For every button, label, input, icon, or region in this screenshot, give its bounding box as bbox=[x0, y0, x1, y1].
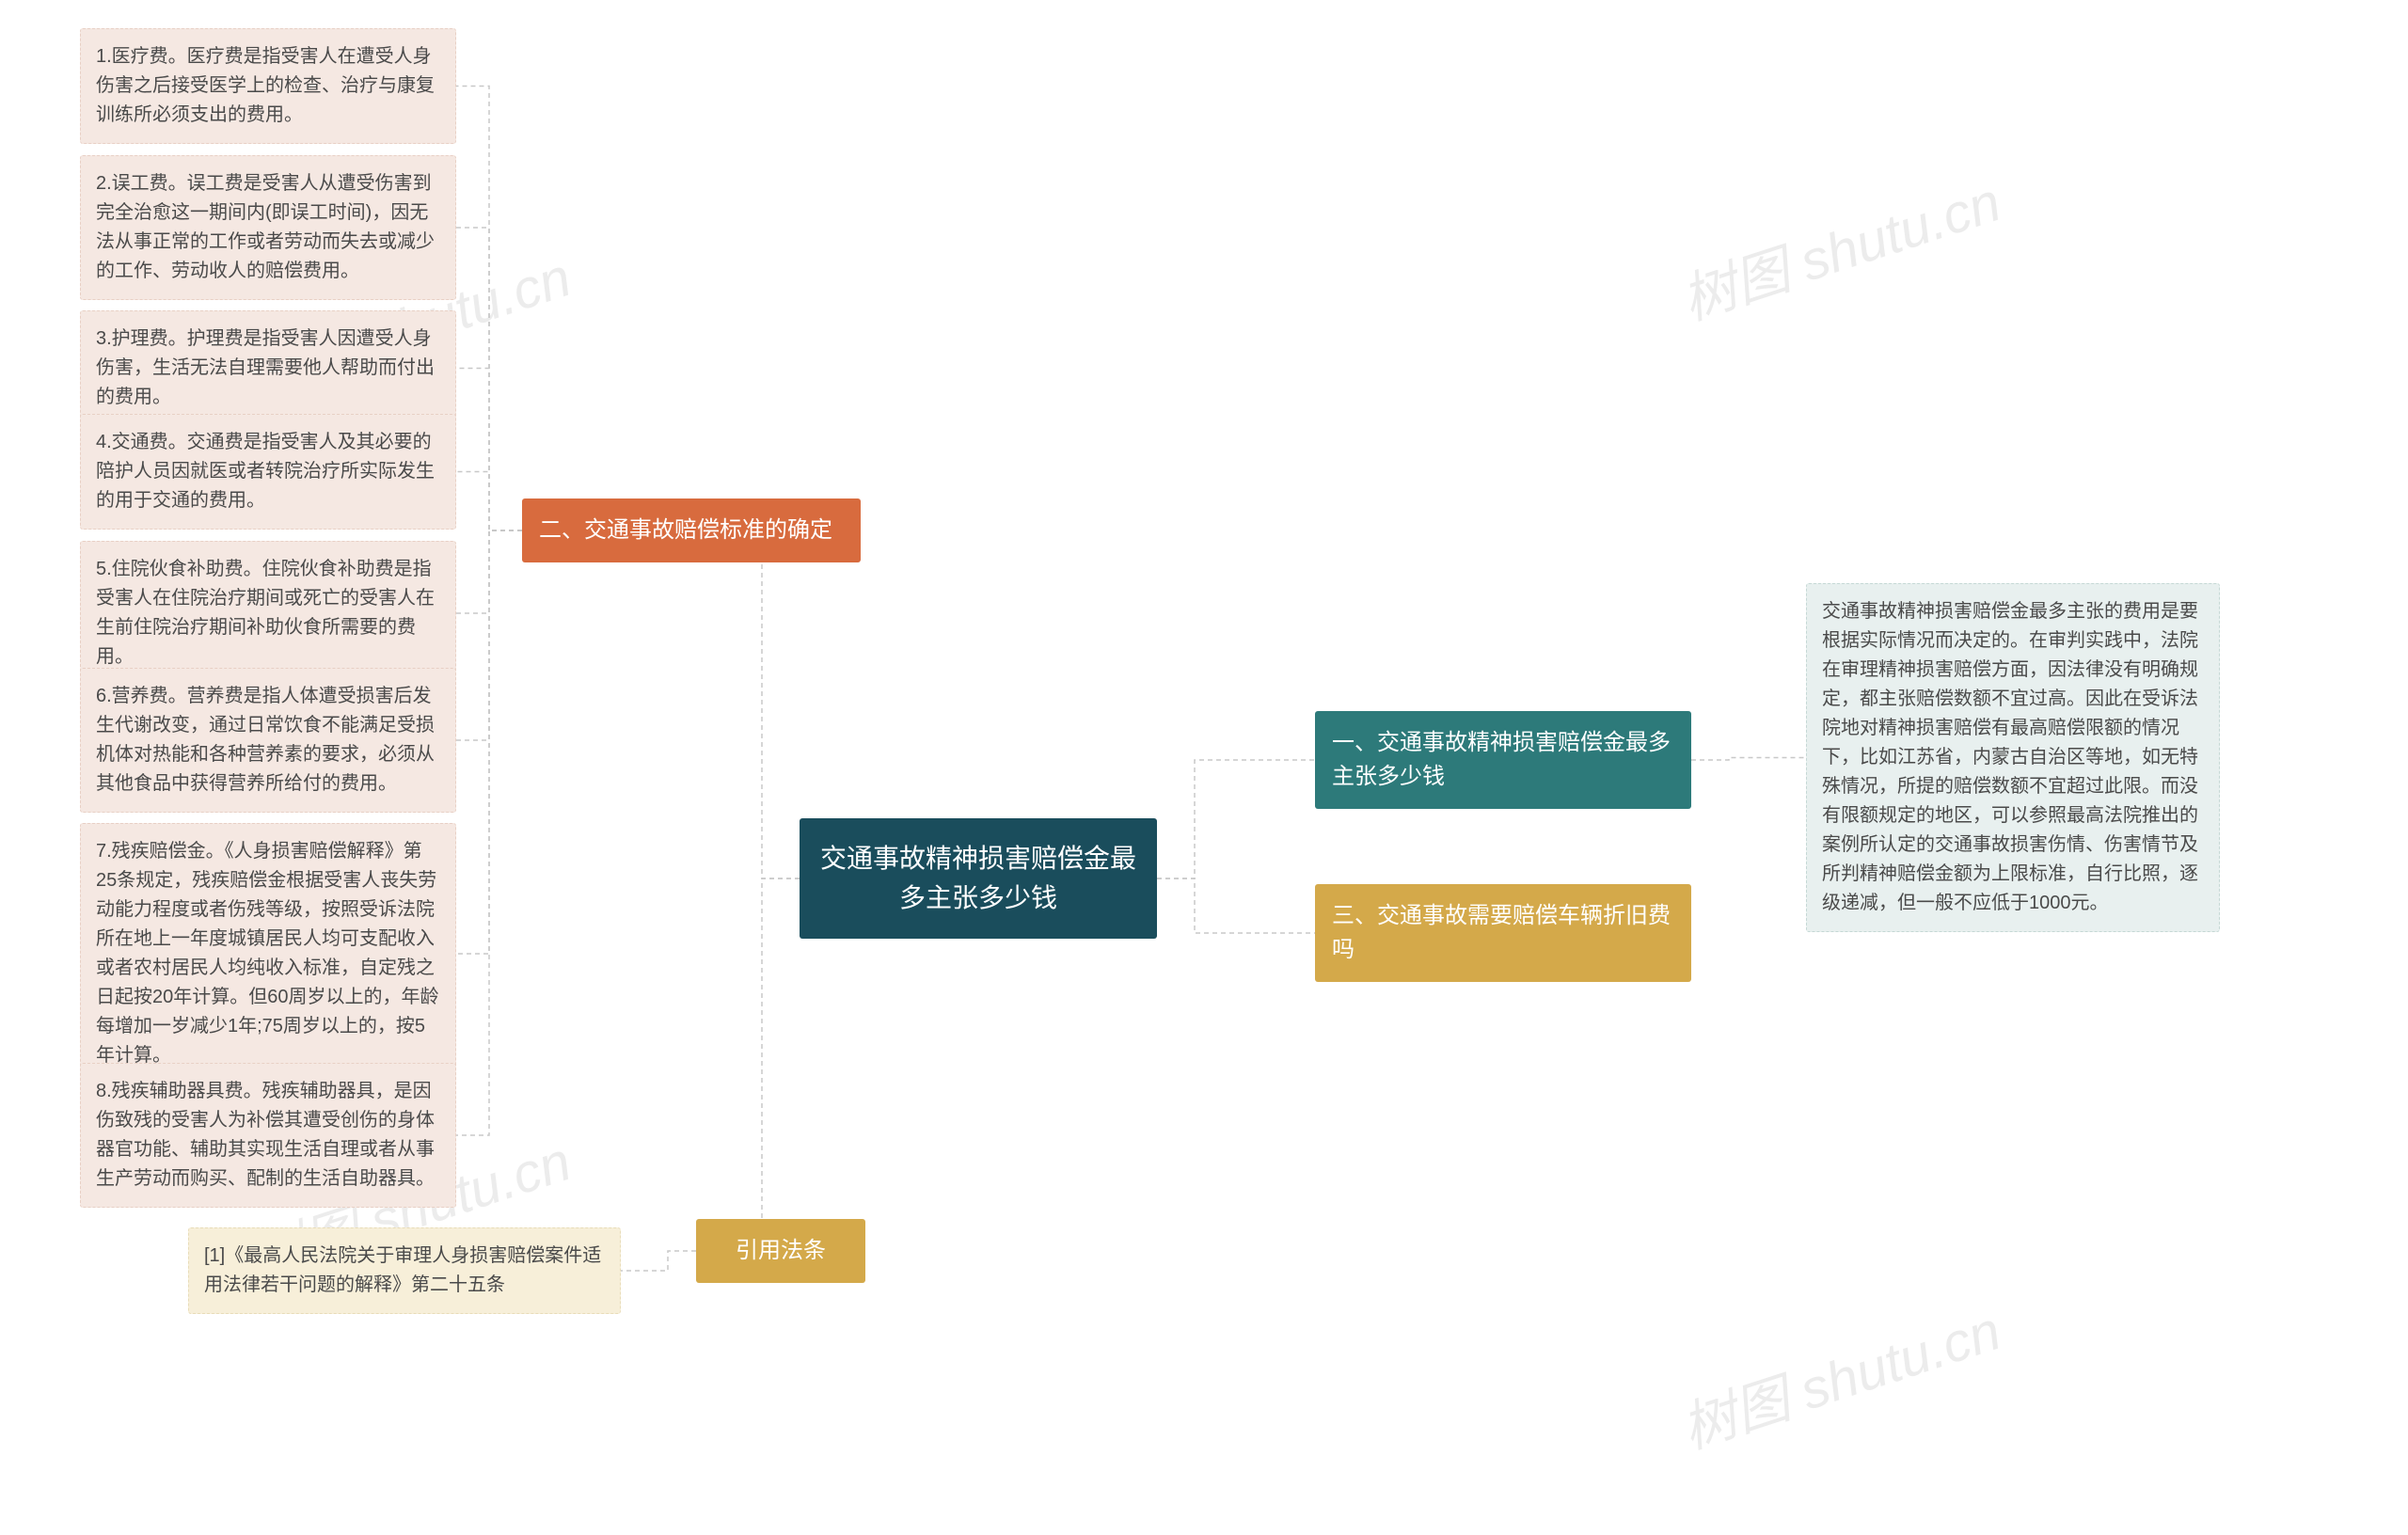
branch-one: 一、交通事故精神损害赔偿金最多主张多少钱 bbox=[1315, 711, 1691, 809]
leaf-b4-1: [1]《最高人民法院关于审理人身损害赔偿案件适用法律若干问题的解释》第二十五条 bbox=[188, 1227, 621, 1314]
center-node: 交通事故精神损害赔偿金最多主张多少钱 bbox=[800, 818, 1157, 939]
branch-citation: 引用法条 bbox=[696, 1219, 865, 1283]
leaf-b2-4: 4.交通费。交通费是指受害人及其必要的陪护人员因就医或者转院治疗所实际发生的用于… bbox=[80, 414, 456, 530]
leaf-b2-8: 8.残疾辅助器具费。残疾辅助器具，是因伤致残的受害人为补偿其遭受创伤的身体器官功… bbox=[80, 1063, 456, 1208]
leaf-b2-1: 1.医疗费。医疗费是指受害人在遭受人身伤害之后接受医学上的检查、治疗与康复训练所… bbox=[80, 28, 456, 144]
branch-two: 二、交通事故赔偿标准的确定 bbox=[522, 498, 861, 562]
watermark: 树图 shutu.cn bbox=[1671, 158, 2009, 335]
branch-three: 三、交通事故需要赔偿车辆折旧费吗 bbox=[1315, 884, 1691, 982]
leaf-b1-1: 交通事故精神损害赔偿金最多主张的费用是要根据实际情况而决定的。在审判实践中，法院… bbox=[1806, 583, 2220, 932]
leaf-b2-5: 5.住院伙食补助费。住院伙食补助费是指受害人在住院治疗期间或死亡的受害人在生前住… bbox=[80, 541, 456, 686]
leaf-b2-7: 7.残疾赔偿金。《人身损害赔偿解释》第25条规定，残疾赔偿金根据受害人丧失劳动能… bbox=[80, 823, 456, 1084]
leaf-b2-6: 6.营养费。营养费是指人体遭受损害后发生代谢改变，通过日常饮食不能满足受损机体对… bbox=[80, 668, 456, 813]
leaf-b2-3: 3.护理费。护理费是指受害人因遭受人身伤害，生活无法自理需要他人帮助而付出的费用… bbox=[80, 310, 456, 426]
watermark: 树图 shutu.cn bbox=[1671, 1287, 2009, 1464]
leaf-b2-2: 2.误工费。误工费是受害人从遭受伤害到完全治愈这一期间内(即误工时间)，因无法从… bbox=[80, 155, 456, 300]
